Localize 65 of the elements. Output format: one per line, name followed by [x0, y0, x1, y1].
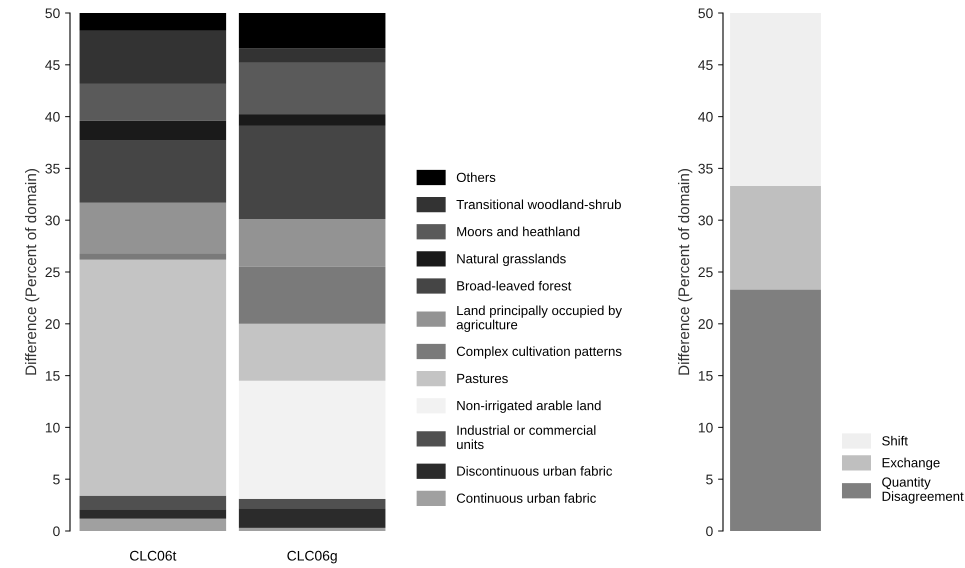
y-tick-label: 45 [698, 60, 713, 70]
legend-label: Shift [882, 436, 908, 446]
bar [80, 260, 226, 496]
bar [80, 83, 226, 121]
y-tick-label: 5 [53, 474, 60, 484]
legend-label: Natural grasslands [457, 254, 566, 266]
y-tick-label: 10 [46, 422, 60, 433]
legend-label: Exchange [882, 458, 940, 470]
x-tick-label: CLC06t [130, 550, 176, 561]
legend-label: Land principally occupied by agriculture [456, 305, 622, 332]
legend-label: Industrial or commercial units [457, 425, 596, 450]
y-tick-label: 35 [45, 164, 60, 174]
legend-label: Quantity Disagreement [882, 477, 964, 504]
x-tick-label: CLC06g [287, 550, 337, 564]
legend-label: Discontinuous urban fabric [457, 466, 612, 476]
bar [80, 13, 226, 31]
legend-label: Others [456, 172, 496, 182]
legend-label: Moors and heathland [457, 226, 580, 236]
y-tick-label: 25 [46, 267, 60, 278]
y-tick-label: 50 [698, 8, 713, 18]
bar [80, 518, 226, 531]
bar [238, 266, 386, 324]
bar [80, 509, 226, 519]
bar [80, 253, 226, 260]
bar [238, 508, 386, 528]
bar [238, 126, 386, 220]
y-tick-label: 5 [706, 474, 713, 484]
y-tick-label: 35 [698, 164, 713, 174]
legend-label: Pastures [457, 374, 508, 384]
bar [238, 324, 386, 381]
bar [730, 186, 821, 290]
bar [80, 202, 226, 254]
y-tick-label: 0 [53, 526, 60, 536]
legend-label: Continuous urban fabric [456, 493, 596, 503]
bar [238, 48, 386, 63]
bar [238, 62, 386, 115]
bar [238, 114, 386, 126]
y-tick-label: 45 [45, 60, 60, 70]
bar [238, 219, 386, 267]
bar [238, 380, 386, 499]
bar [238, 498, 386, 508]
y-tick-label: 0 [706, 526, 713, 536]
bar [80, 30, 226, 84]
bar [80, 120, 226, 140]
y-tick-label: 15 [46, 371, 60, 381]
y-tick-label: 10 [698, 422, 713, 433]
y-tick-label: 40 [698, 112, 713, 122]
y-tick-label: 30 [45, 216, 60, 226]
y-tick-label: 15 [698, 371, 713, 381]
y-tick-label: 20 [46, 319, 60, 329]
y-tick-label: 40 [45, 112, 60, 122]
legend-label: Transitional woodland-shrub [456, 199, 621, 210]
bar [238, 528, 386, 531]
legend-label: Broad-leaved forest [457, 280, 572, 291]
y-axis-title: Difference (Percent of domain) [25, 169, 40, 375]
legend-label: Complex cultivation patterns [456, 346, 622, 359]
legend-label: Non-irrigated arable land [457, 400, 601, 413]
bar [238, 13, 386, 48]
bar [80, 496, 226, 510]
y-tick-label: 25 [698, 267, 713, 278]
y-tick-label: 20 [698, 319, 713, 329]
bar [80, 140, 226, 203]
y-tick-label: 30 [698, 216, 713, 226]
y-tick-label: 50 [45, 8, 60, 18]
y-axis-title: Difference (Percent of domain) [678, 169, 692, 375]
